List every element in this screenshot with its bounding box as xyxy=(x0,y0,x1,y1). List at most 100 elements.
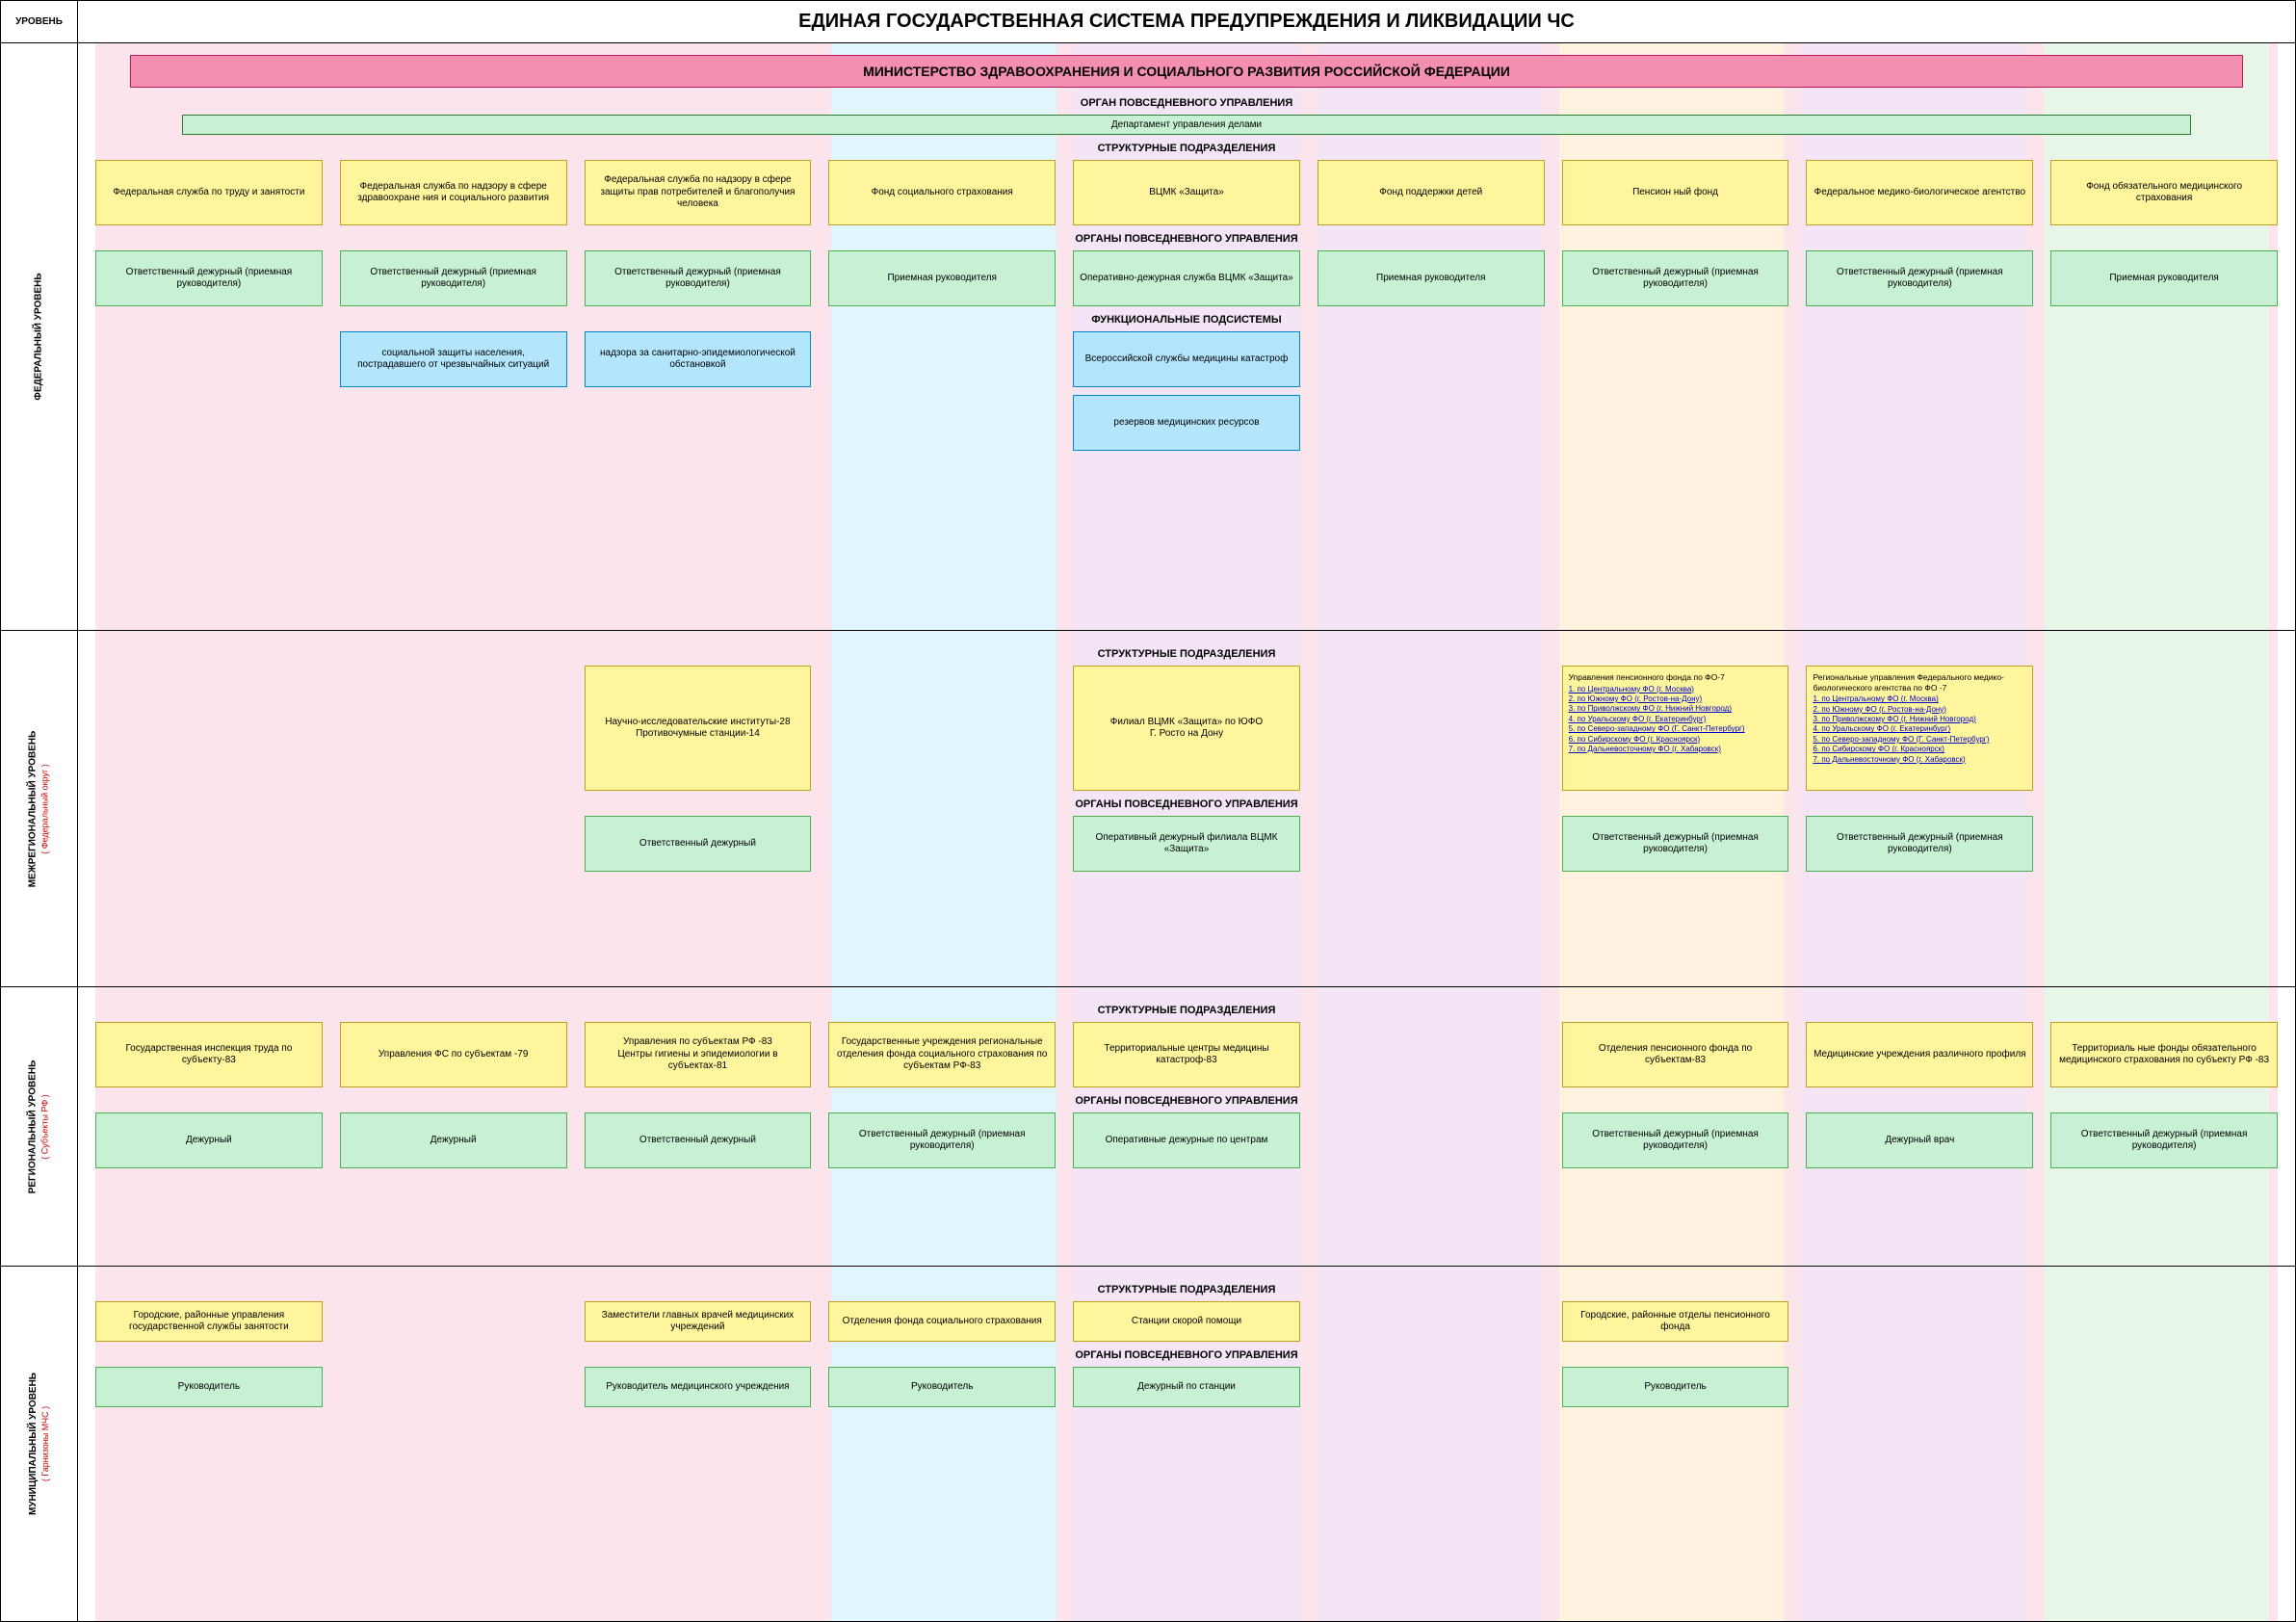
organ-box: Дежурный xyxy=(95,1112,323,1168)
interregional-label: МЕЖРЕГИОНАЛЬНЫЙ УРОВЕНЬ( Федеральный окр… xyxy=(1,631,78,986)
organ-box: Ответственный дежурный (приемная руковод… xyxy=(1562,250,1789,306)
section-strukt: СТРУКТУРНЫЕ ПОДРАЗДЕЛЕНИЯ xyxy=(95,1284,2278,1295)
struct-box: Федеральная служба по надзору в сфере за… xyxy=(585,160,812,225)
organ-box: Ответственный дежурный (приемная руковод… xyxy=(2050,1112,2278,1168)
municipal-label: МУНИЦИПАЛЬНЫЙ УРОВЕНЬ( Гарнизоны МЧС ) xyxy=(1,1267,78,1621)
interregional-row: МЕЖРЕГИОНАЛЬНЫЙ УРОВЕНЬ( Федеральный окр… xyxy=(1,631,2295,987)
organ-box: Ответственный дежурный (приемная руковод… xyxy=(95,250,323,306)
link-item[interactable]: 1. по Центральному ФО (г. Москва) xyxy=(1813,694,1989,704)
organ-box: Руководитель xyxy=(1562,1367,1789,1407)
struct-box: Станции скорой помощи xyxy=(1073,1301,1300,1342)
municipal-row: МУНИЦИПАЛЬНЫЙ УРОВЕНЬ( Гарнизоны МЧС ) С… xyxy=(1,1267,2295,1621)
inter-struct-grid: Научно-исследовательские институты-28 Пр… xyxy=(95,666,2278,791)
link-item[interactable]: 7. по Дальневосточному ФО (г. Хабаровск) xyxy=(1813,755,1989,765)
funk-box: резервов медицинских ресурсов xyxy=(1073,395,1300,451)
link-item[interactable]: 5. по Северо-западному ФО (Г. Санкт-Пете… xyxy=(1813,735,1989,745)
regional-body: СТРУКТУРНЫЕ ПОДРАЗДЕЛЕНИЯ Государственна… xyxy=(78,987,2295,1266)
organ-box: Ответственный дежурный (приемная руковод… xyxy=(340,250,567,306)
organ-box: Ответственный дежурный (приемная руковод… xyxy=(1806,816,2033,872)
organ-box: Руководитель медицинского учреждения xyxy=(585,1367,812,1407)
link-item[interactable]: 1. по Центральному ФО (г. Москва) xyxy=(1569,685,1745,694)
struct-box: Фонд обязательного медицинского страхова… xyxy=(2050,160,2278,225)
level-header: УРОВЕНЬ xyxy=(1,1,78,42)
struct-box: Территориальные центры медицины катастро… xyxy=(1073,1022,1300,1087)
struct-box: Заместители главных врачей медицинских у… xyxy=(585,1301,812,1342)
section-funk: ФУНКЦИОНАЛЬНЫЕ ПОДСИСТЕМЫ xyxy=(95,314,2278,326)
dept-bar: Департамент управления делами xyxy=(182,115,2191,135)
federal-label-text: ФЕДЕРАЛЬНЫЙ УРОВЕНЬ xyxy=(33,273,45,400)
organ-box: Ответственный дежурный (приемная руковод… xyxy=(1562,816,1789,872)
struct-box: Отделения фонда социального страхования xyxy=(828,1301,1056,1342)
chart-title: ЕДИНАЯ ГОСУДАРСТВЕННАЯ СИСТЕМА ПРЕДУПРЕЖ… xyxy=(78,1,2295,42)
struct-box: Территориаль ные фонды обязательного мед… xyxy=(2050,1022,2278,1087)
struct-box: Федеральная служба по труду и занятости xyxy=(95,160,323,225)
federal-struct-grid: Федеральная служба по труду и занятости … xyxy=(95,160,2278,225)
federal-label: ФЕДЕРАЛЬНЫЙ УРОВЕНЬ xyxy=(1,43,78,630)
struct-box: Научно-исследовательские институты-28 Пр… xyxy=(585,666,812,791)
municipal-organs-grid: Руководитель Руководитель медицинского у… xyxy=(95,1367,2278,1407)
organ-box: Ответственный дежурный (приемная руковод… xyxy=(828,1112,1056,1168)
municipal-label-text: МУНИЦИПАЛЬНЫЙ УРОВЕНЬ( Гарнизоны МЧС ) xyxy=(27,1373,52,1515)
struct-box: Государственная инспекция труда по субъе… xyxy=(95,1022,323,1087)
funk-box: Всероссийской службы медицины катастроф xyxy=(1073,331,1300,387)
federal-organs-grid: Ответственный дежурный (приемная руковод… xyxy=(95,250,2278,306)
organ-box: Ответственный дежурный (приемная руковод… xyxy=(585,250,812,306)
organ-box: Оперативный дежурный филиала ВЦМК «Защит… xyxy=(1073,816,1300,872)
organ-box: Оперативно-дежурная служба ВЦМК «Защита» xyxy=(1073,250,1300,306)
struct-box: Филиал ВЦМК «Защита» по ЮФО Г. Росто на … xyxy=(1073,666,1300,791)
header-row: УРОВЕНЬ ЕДИНАЯ ГОСУДАРСТВЕННАЯ СИСТЕМА П… xyxy=(1,1,2295,43)
org-chart: УРОВЕНЬ ЕДИНАЯ ГОСУДАРСТВЕННАЯ СИСТЕМА П… xyxy=(0,0,2296,1622)
struct-box: Фонд социального страхования xyxy=(828,160,1056,225)
struct-box: Федеральное медико-биологическое агентст… xyxy=(1806,160,2033,225)
federal-row: ФЕДЕРАЛЬНЫЙ УРОВЕНЬ МИНИСТЕРСТВО ЗДРАВОО… xyxy=(1,43,2295,631)
link-item[interactable]: 6. по Сибирскому ФО (г. Красноярск) xyxy=(1569,735,1745,745)
section-strukt: СТРУКТУРНЫЕ ПОДРАЗДЕЛЕНИЯ xyxy=(95,143,2278,154)
section-strukt: СТРУКТУРНЫЕ ПОДРАЗДЕЛЕНИЯ xyxy=(95,1005,2278,1016)
organ-box: Ответственный дежурный xyxy=(585,816,812,872)
section-organy: ОРГАНЫ ПОВСЕДНЕВНОГО УПРАВЛЕНИЯ xyxy=(95,1349,2278,1361)
regional-row: РЕГИОНАЛЬНЫЙ УРОВЕНЬ( Субъекты РФ ) СТРУ… xyxy=(1,987,2295,1267)
link-item[interactable]: 4. по Уральскому ФО (г. Екатеринбург) xyxy=(1813,724,1989,734)
linklist-body: 1. по Центральному ФО (г. Москва)2. по Ю… xyxy=(1813,694,1989,765)
regional-label: РЕГИОНАЛЬНЫЙ УРОВЕНЬ( Субъекты РФ ) xyxy=(1,987,78,1266)
link-item[interactable]: 2. по Южному ФО (г. Ростов-на-Дону) xyxy=(1569,694,1745,704)
struct-box: Городские, районные управления государст… xyxy=(95,1301,323,1342)
struct-box-links: Управления пенсионного фонда по ФО-7 1. … xyxy=(1562,666,1789,791)
struct-box: Пенсион ный фонд xyxy=(1562,160,1789,225)
link-item[interactable]: 2. по Южному ФО (г. Ростов-на-Дону) xyxy=(1813,705,1989,715)
struct-box: Управления ФС по субъектам -79 xyxy=(340,1022,567,1087)
organ-box: Приемная руководителя xyxy=(2050,250,2278,306)
link-item[interactable]: 4. по Уральскому ФО (г. Екатеринбург) xyxy=(1569,715,1745,724)
linklist-body: 1. по Центральному ФО (г. Москва)2. по Ю… xyxy=(1569,685,1745,755)
link-item[interactable]: 3. по Приволжскому ФО (г. Нижний Новгоро… xyxy=(1569,704,1745,714)
organ-box: Дежурный xyxy=(340,1112,567,1168)
inter-organs-grid: Ответственный дежурный Оперативный дежур… xyxy=(95,816,2278,872)
organ-box: Дежурный врач xyxy=(1806,1112,2033,1168)
link-item[interactable]: 6. по Сибирскому ФО (г. Красноярск) xyxy=(1813,745,1989,754)
organ-box: Ответственный дежурный (приемная руковод… xyxy=(1806,250,2033,306)
link-item[interactable]: 5. по Северо-западному ФО (Г. Санкт-Пете… xyxy=(1569,724,1745,734)
organ-box: Руководитель xyxy=(828,1367,1056,1407)
struct-box: Городские, районные отделы пенсионного ф… xyxy=(1562,1301,1789,1342)
link-item[interactable]: 3. по Приволжскому ФО (г. Нижний Новгоро… xyxy=(1813,715,1989,724)
interregional-label-text: МЕЖРЕГИОНАЛЬНЫЙ УРОВЕНЬ( Федеральный окр… xyxy=(27,730,52,887)
struct-box: Федеральная служба по надзору в сфере зд… xyxy=(340,160,567,225)
linklist-header: Управления пенсионного фонда по ФО-7 xyxy=(1569,672,1725,683)
struct-box: ВЦМК «Защита» xyxy=(1073,160,1300,225)
organ-box: Дежурный по станции xyxy=(1073,1367,1300,1407)
interregional-body: СТРУКТУРНЫЕ ПОДРАЗДЕЛЕНИЯ Научно-исследо… xyxy=(78,631,2295,986)
struct-box: Отделения пенсионного фонда по субъектам… xyxy=(1562,1022,1789,1087)
struct-box: Медицинские учреждения различного профил… xyxy=(1806,1022,2033,1087)
link-item[interactable]: 7. по Дальневосточному ФО (г. Хабаровск) xyxy=(1569,745,1745,754)
ministry-bar: МИНИСТЕРСТВО ЗДРАВООХРАНЕНИЯ И СОЦИАЛЬНО… xyxy=(130,55,2243,88)
organ-box: Ответственный дежурный xyxy=(585,1112,812,1168)
struct-box: Государственные учреждения региональные … xyxy=(828,1022,1056,1087)
organ-box: Руководитель xyxy=(95,1367,323,1407)
funk-box: надзора за санитарно-эпидемиологической … xyxy=(585,331,812,387)
federal-funk-grid: социальной защиты населения, пострадавше… xyxy=(95,331,2278,387)
organ-box: Приемная руководителя xyxy=(1318,250,1545,306)
linklist-header: Региональные управления Федерального мед… xyxy=(1813,672,2026,693)
municipal-struct-grid: Городские, районные управления государст… xyxy=(95,1301,2278,1342)
section-organy: ОРГАНЫ ПОВСЕДНЕВНОГО УПРАВЛЕНИЯ xyxy=(95,798,2278,810)
struct-box: Управления по субъектам РФ -83 Центры ги… xyxy=(585,1022,812,1087)
